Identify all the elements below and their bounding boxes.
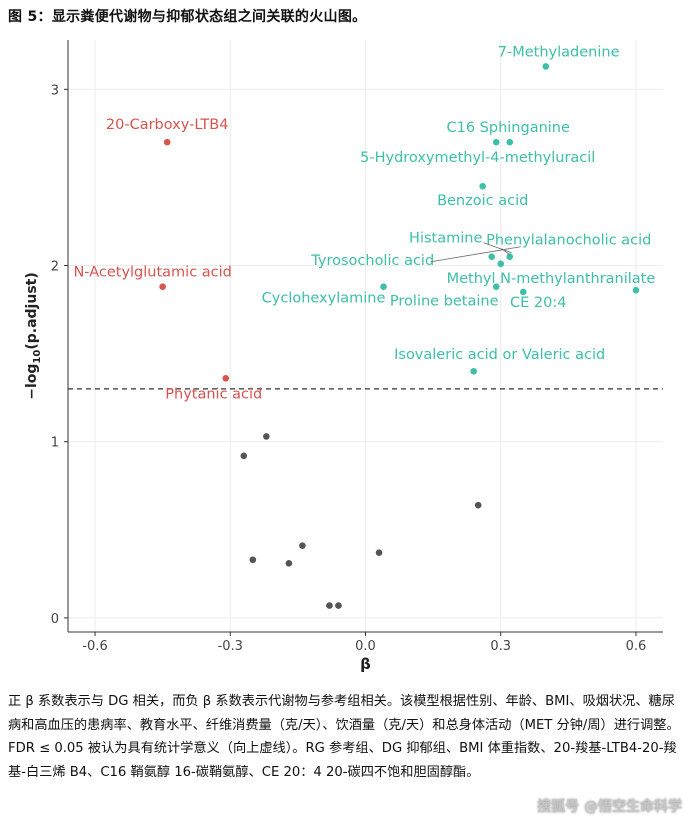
point-nonsignificant (299, 542, 306, 549)
y-label-main: −log (24, 364, 40, 400)
figure-caption: 正 β 系数表示与 DG 相关，而负 β 系数表示代谢物与参考组相关。该模型根据… (8, 694, 680, 780)
point-label: CE 20:4 (510, 295, 566, 311)
point-labels: 7-Methyladenine 20-Carboxy-LTB4 C16 Sphing… (73, 44, 655, 402)
point-label: N-Acetylglutamic acid (73, 265, 231, 281)
y-tick-label: 0 (51, 612, 59, 627)
point-phenylalanocholic-acid (506, 253, 514, 261)
x-tick-label: 0.0 (355, 639, 376, 654)
point-label: Benzoic acid (437, 193, 528, 209)
point-label: 7-Methyladenine (498, 44, 620, 60)
y-label-subscript: 10 (32, 350, 43, 364)
point-nonsignificant (249, 556, 257, 564)
point-methyl-n-methylanthranilate (632, 286, 640, 294)
point-nonsignificant (240, 452, 248, 460)
point-cyclohexylamine (380, 283, 387, 290)
point-20-carboxy-ltb4 (163, 138, 171, 146)
point-nonsignificant (375, 549, 383, 557)
figure-title: 图 5：显示粪便代谢物与抑郁状态组之间关联的火山图。 (8, 9, 367, 25)
x-tick-label: -0.6 (82, 639, 107, 654)
x-axis-label: β (360, 655, 371, 673)
point-tyrosocholic-acid (497, 260, 505, 268)
point-nonsignificant (474, 501, 482, 509)
y-tick-label: 2 (51, 260, 59, 275)
point-label: Tyrosocholic acid (310, 253, 434, 269)
y-tick-label: 3 (51, 83, 59, 98)
point-isovaleric-acid-or-valeric-acid (470, 367, 477, 375)
point-nonsignificant (326, 602, 333, 609)
point-label: Phenylalanocholic acid (486, 233, 651, 249)
point-benzoic-acid (479, 182, 486, 190)
point-ce-20-4 (519, 288, 527, 296)
y-axis-label: −log10(p.adjust) (24, 272, 43, 400)
watermark: 搜狐号 @悟空生命科学 (537, 799, 682, 815)
label-leader (483, 242, 512, 254)
data-points (159, 63, 640, 609)
x-tick-label: 0.3 (490, 639, 511, 654)
point-n-acetylglutamic-acid (159, 283, 166, 290)
point-proline-betaine (492, 283, 500, 290)
point-nonsignificant (263, 433, 270, 440)
point-label: Proline betaine (390, 294, 499, 310)
point-label: Cyclohexylamine (262, 291, 386, 307)
y-tick-label: 1 (51, 436, 59, 451)
point-label: Isovaleric acid or Valeric acid (394, 347, 605, 363)
point-phytanic-acid (222, 374, 230, 382)
point-histamine (488, 253, 496, 261)
gridlines (68, 40, 663, 632)
point-label: Histamine (409, 231, 482, 247)
point-label: Phytanic acid (165, 386, 262, 402)
tick-labels: -0.6 -0.3 0.0 0.3 0.6 0 1 2 3 (51, 83, 647, 654)
point-label: C16 Sphinganine (447, 120, 570, 136)
point-nonsignificant (285, 559, 293, 567)
point-label: 20-Carboxy-LTB4 (106, 117, 229, 133)
point-label: 5-Hydroxymethyl-4-methyluracil (360, 150, 595, 166)
point-c16-sphinganine (492, 138, 500, 146)
point-nonsignificant (335, 602, 342, 609)
point-5-hydroxymethyl-4-methyluracil (506, 138, 514, 146)
point-label: Methyl N-methylanthranilate (447, 271, 656, 287)
volcano-plot: 7-Methyladenine 20-Carboxy-LTB4 C16 Sphing… (24, 40, 663, 673)
y-label-tail: (p.adjust) (24, 272, 40, 349)
label-leader (430, 246, 521, 263)
x-tick-label: 0.6 (626, 639, 647, 654)
point-7-methyladenine (542, 63, 550, 70)
x-tick-label: -0.3 (218, 639, 243, 654)
